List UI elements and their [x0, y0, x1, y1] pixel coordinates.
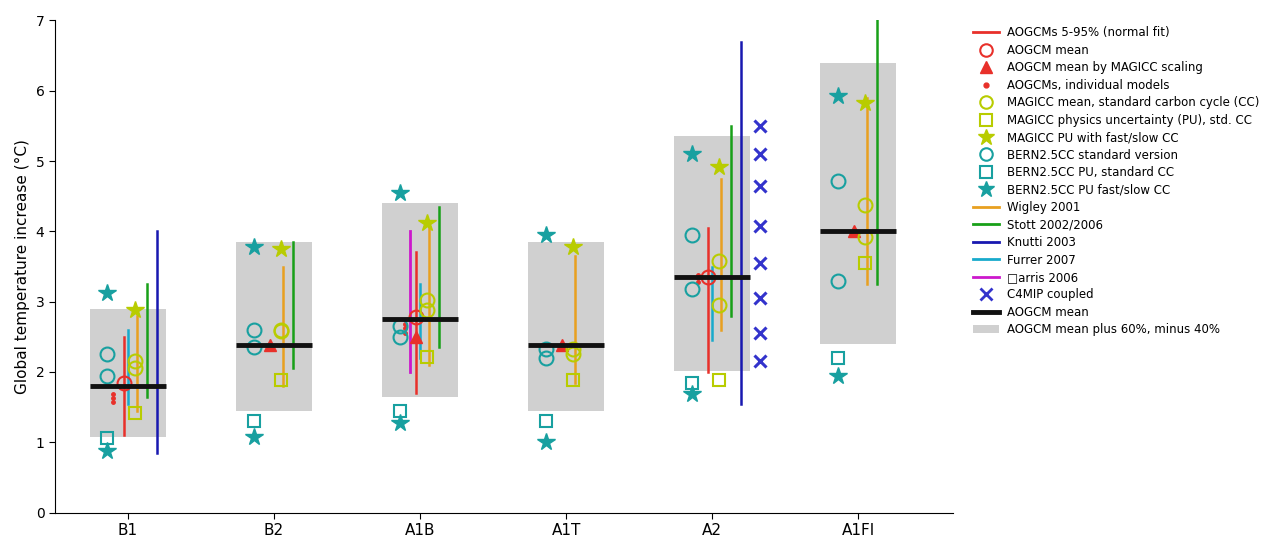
Y-axis label: Global temperature increase (°C): Global temperature increase (°C)	[15, 139, 29, 394]
Bar	[381, 204, 458, 397]
Bar	[529, 242, 604, 411]
Bar	[675, 137, 750, 371]
Bar	[236, 242, 312, 411]
Legend: AOGCMs 5-95% (normal fit), AOGCM mean, AOGCM mean by MAGICC scaling, AOGCMs, ind: AOGCMs 5-95% (normal fit), AOGCM mean, A…	[968, 22, 1265, 341]
Bar	[90, 309, 166, 437]
Bar	[820, 62, 896, 344]
